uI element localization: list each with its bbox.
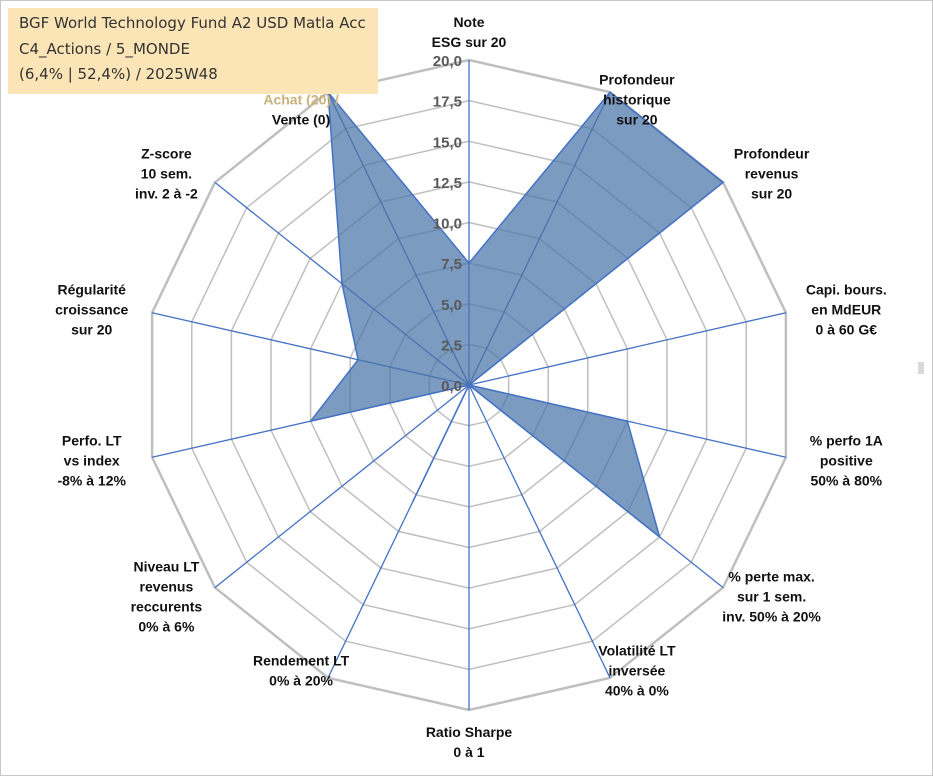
axis-label-6: Volatilité LT inversée 40% à 0% bbox=[598, 643, 676, 699]
tick-label-8: 20,0 bbox=[433, 53, 462, 70]
tick-label-3: 7,5 bbox=[441, 256, 462, 273]
axis-label-9-line-2: reccurents bbox=[131, 598, 203, 614]
axis-label-2-line-0: Profondeur bbox=[734, 146, 810, 162]
axis-label-10-line-0: Perfo. LT bbox=[62, 432, 122, 448]
axis-label-7-line-0: Ratio Sharpe bbox=[426, 724, 513, 740]
axis-label-11: Régularité croissance sur 20 bbox=[55, 282, 128, 338]
axis-label-8-line-0: Rendement LT bbox=[253, 653, 350, 669]
fund-name: BGF World Technology Fund A2 USD Matla A… bbox=[19, 14, 366, 32]
axis-label-3-line-0: Capi. bours. bbox=[806, 282, 887, 298]
axis-label-10: Perfo. LT vs index -8% à 12% bbox=[57, 432, 126, 488]
axis-label-9-line-3: 0% à 6% bbox=[138, 618, 195, 634]
axis-label-0-line-0: Note bbox=[453, 14, 484, 30]
axis-label-13-line-1: Achat (20) / bbox=[263, 91, 339, 107]
axis-label-7-line-1: 0 à 1 bbox=[453, 744, 484, 760]
axis-label-11-line-0: Régularité bbox=[57, 282, 126, 298]
tick-label-5: 12,5 bbox=[433, 175, 462, 192]
axis-label-5-line-1: sur 1 sem. bbox=[737, 588, 806, 604]
axis-label-0-line-1: ESG sur 20 bbox=[432, 34, 507, 50]
axis-label-4-line-2: 50% à 80% bbox=[810, 472, 882, 488]
axis-label-8-line-1: 0% à 20% bbox=[269, 673, 333, 689]
axis-label-3-line-1: en MdEUR bbox=[811, 302, 881, 318]
axis-label-2-line-1: revenus bbox=[745, 166, 799, 182]
axis-label-10-line-1: vs index bbox=[64, 452, 120, 468]
axis-label-3-line-2: 0 à 60 G€ bbox=[816, 322, 878, 338]
axis-label-1-line-2: sur 20 bbox=[616, 111, 657, 127]
fund-category: C4_Actions / 5_MONDE bbox=[19, 40, 190, 58]
axis-label-8: Rendement LT 0% à 20% bbox=[253, 653, 350, 689]
radial-tick-labels: 0,0 2,5 5,0 7,5 10,0 12,5 15,0 17,5 20,0 bbox=[433, 53, 462, 395]
axis-label-9-line-1: revenus bbox=[140, 578, 194, 594]
tick-label-2: 5,0 bbox=[441, 297, 462, 314]
axis-label-9: Niveau LT revenus reccurents 0% à 6% bbox=[131, 558, 203, 634]
axis-label-1: Profondeur historique sur 20 bbox=[599, 71, 675, 127]
axis-label-5-line-2: inv. 50% à 20% bbox=[722, 608, 821, 624]
spoke-3 bbox=[468, 312, 787, 386]
axis-label-7: Ratio Sharpe 0 à 1 bbox=[426, 724, 513, 760]
series-area-0 bbox=[308, 89, 725, 540]
axis-label-4: % perfo 1A positive 50% à 80% bbox=[810, 432, 883, 488]
axis-label-13-line-2: Vente (0) bbox=[272, 111, 330, 127]
tick-label-7: 17,5 bbox=[433, 94, 462, 111]
axis-label-12-line-0: Z-score bbox=[141, 146, 192, 162]
axis-label-1-line-1: historique bbox=[603, 91, 671, 107]
tick-label-0: 0,0 bbox=[441, 378, 462, 395]
axis-label-2-line-2: sur 20 bbox=[751, 186, 792, 202]
axis-label-12-line-2: inv. 2 à -2 bbox=[135, 186, 198, 202]
axis-label-6-line-2: 40% à 0% bbox=[605, 683, 669, 699]
axis-label-11-line-2: sur 20 bbox=[71, 322, 112, 338]
axis-label-2: Profondeur revenus sur 20 bbox=[734, 146, 810, 202]
axis-label-3: Capi. bours. en MdEUR 0 à 60 G€ bbox=[806, 282, 887, 338]
tick-label-6: 15,0 bbox=[433, 134, 462, 151]
axis-label-1-line-0: Profondeur bbox=[599, 71, 675, 87]
tick-label-1: 2,5 bbox=[441, 337, 462, 354]
axis-labels: Note ESG sur 20 Profondeur historique sur 20… bbox=[55, 14, 887, 760]
axis-label-10-line-2: -8% à 12% bbox=[57, 472, 126, 488]
axis-label-6-line-0: Volatilité LT bbox=[598, 643, 676, 659]
scroll-marker bbox=[918, 362, 924, 374]
spoke-6 bbox=[468, 384, 611, 679]
tick-label-4: 10,0 bbox=[433, 216, 462, 233]
axis-label-6-line-1: inversée bbox=[608, 663, 665, 679]
axis-label-12: Z-score 10 sem. inv. 2 à -2 bbox=[135, 146, 198, 202]
axis-label-4-line-0: % perfo 1A bbox=[810, 432, 883, 448]
axis-label-11-line-1: croissance bbox=[55, 302, 128, 318]
axis-label-5-line-0: % perte max. bbox=[728, 568, 814, 584]
radar-series bbox=[308, 89, 725, 540]
fund-title-box: BGF World Technology Fund A2 USD Matla A… bbox=[8, 8, 378, 94]
spoke-9 bbox=[214, 384, 470, 589]
fund-period: (6,4% | 52,4%) / 2025W48 bbox=[19, 65, 218, 83]
axis-label-4-line-1: positive bbox=[820, 452, 873, 468]
axis-label-12-line-1: 10 sem. bbox=[141, 166, 192, 182]
axis-label-5: % perte max. sur 1 sem. inv. 50% à 20% bbox=[722, 568, 821, 624]
axis-label-0: Note ESG sur 20 bbox=[432, 14, 507, 50]
axis-label-9-line-0: Niveau LT bbox=[133, 558, 199, 574]
